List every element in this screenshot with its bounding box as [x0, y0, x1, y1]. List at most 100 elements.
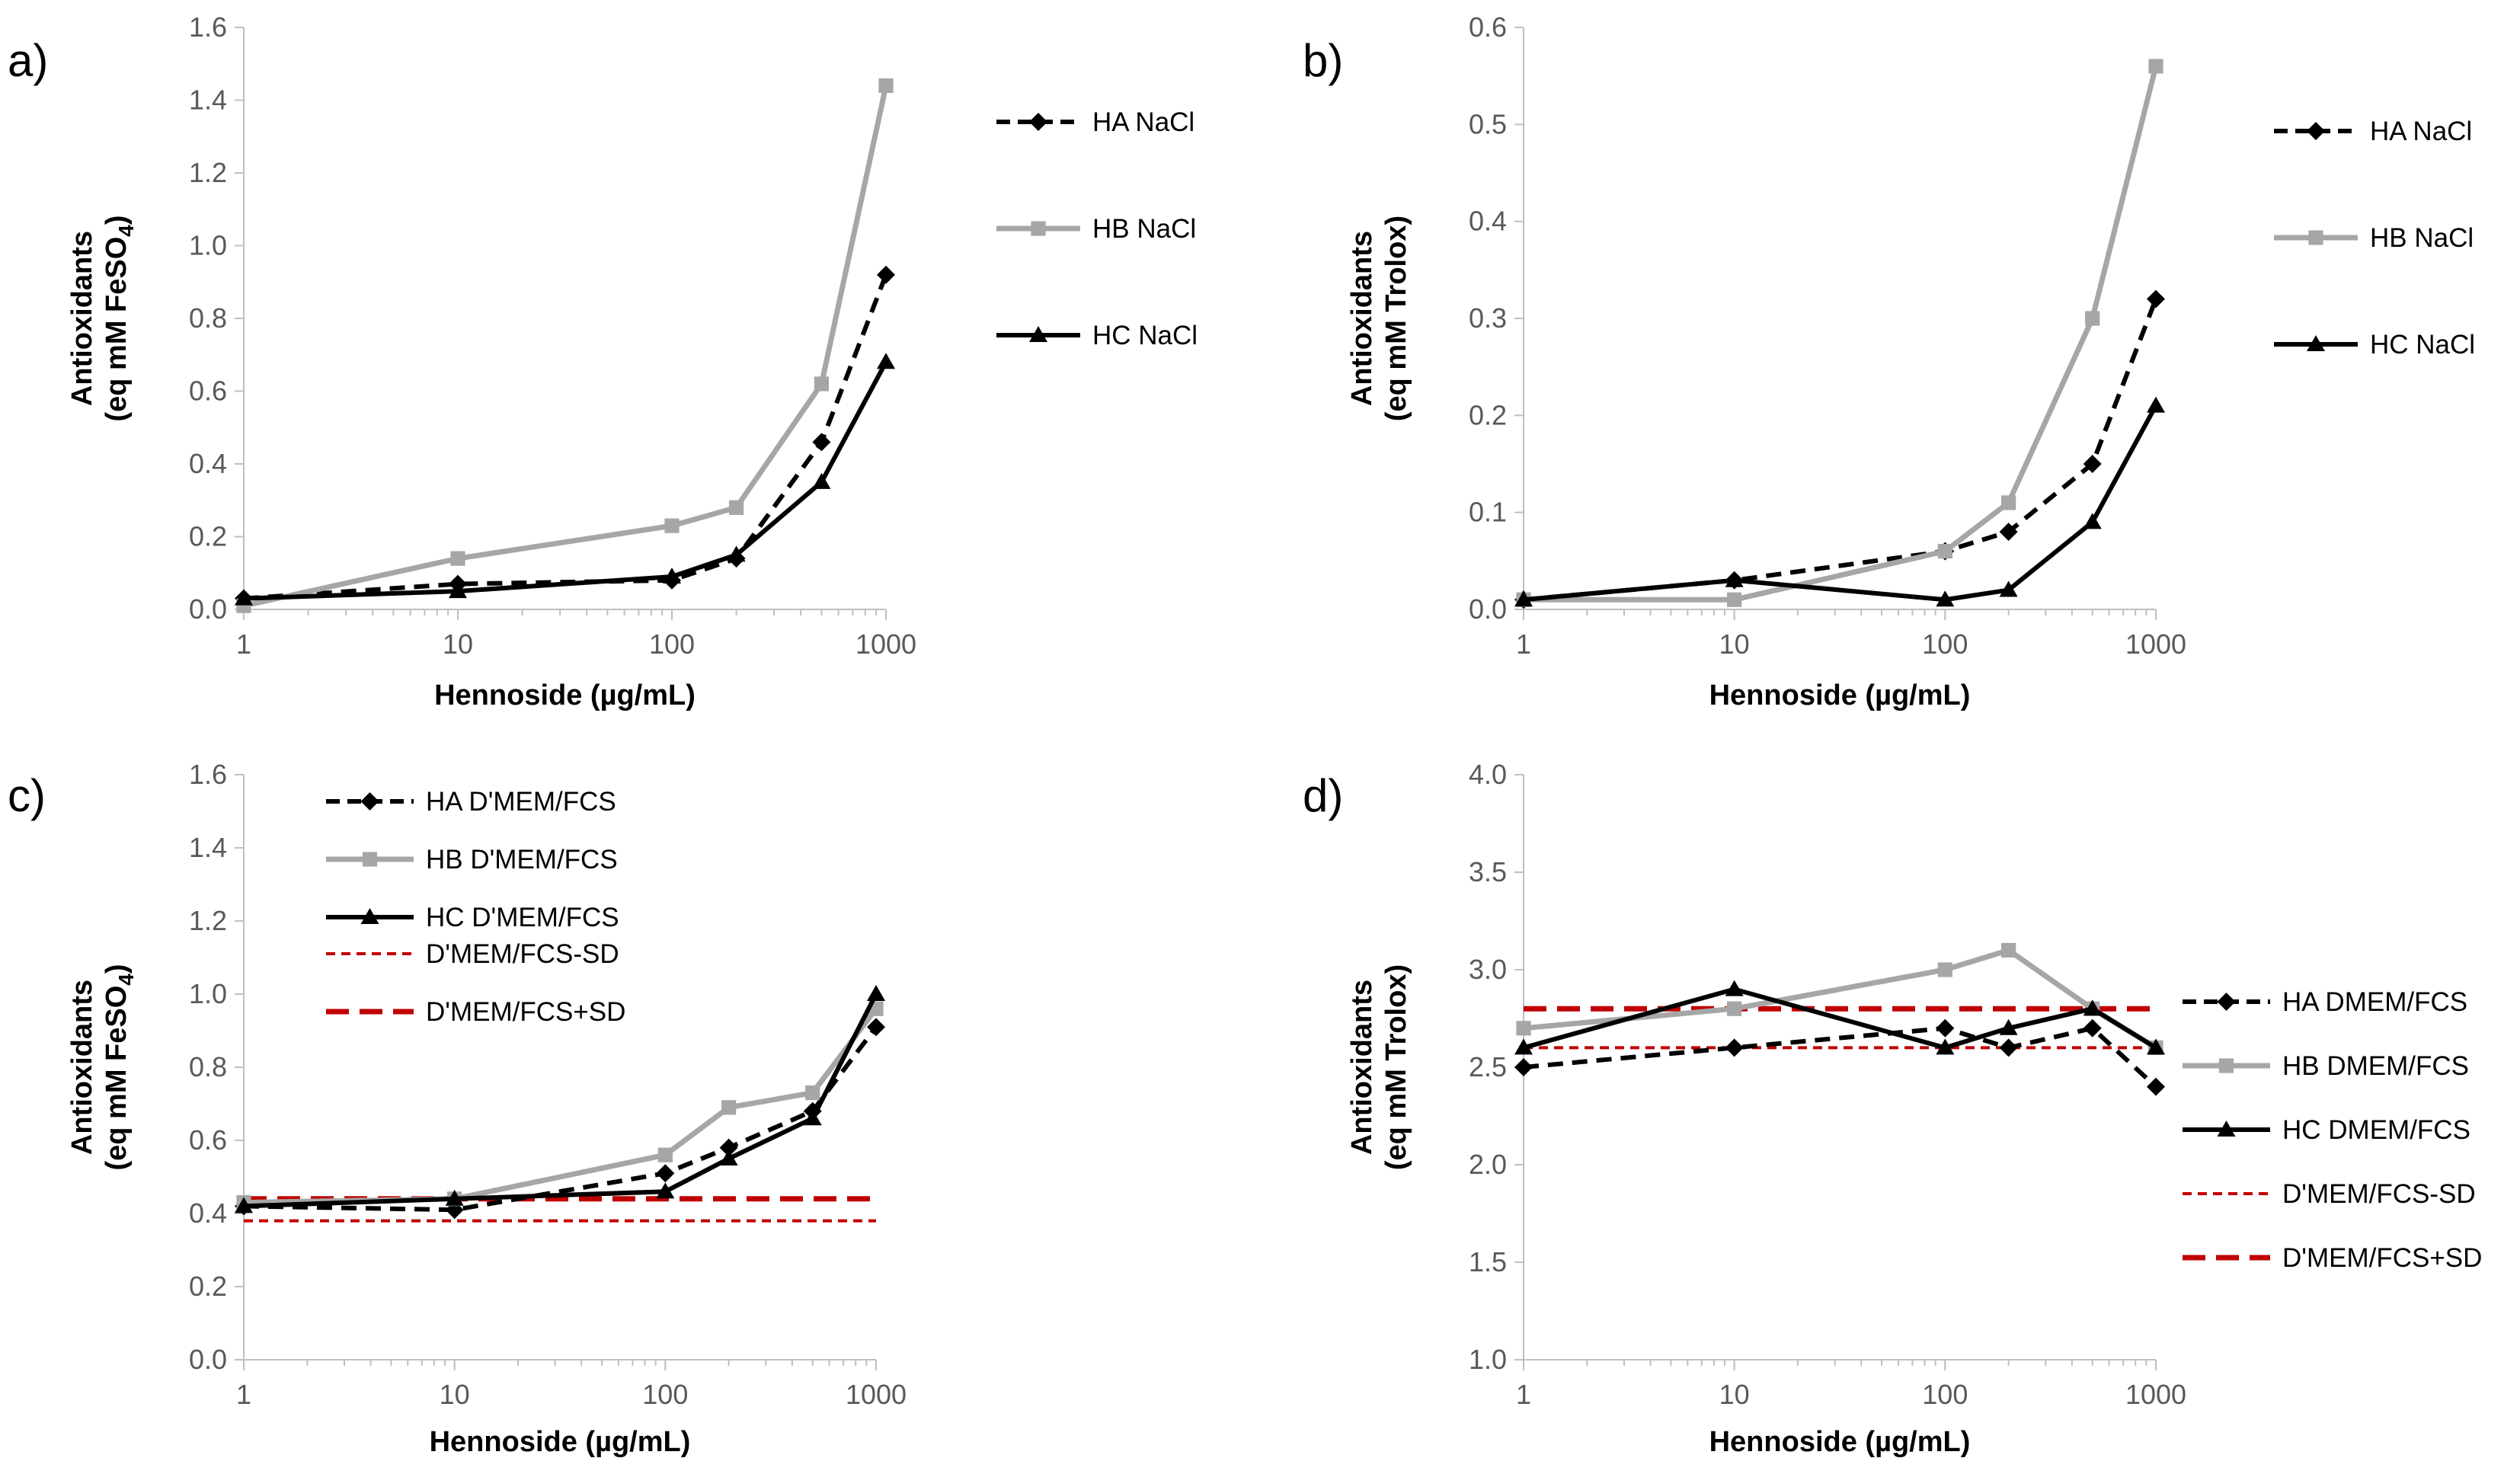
y-tick-label: 3.5 [1469, 856, 1507, 887]
legend-marker [1029, 326, 1047, 342]
data-point [867, 1018, 885, 1037]
legend-marker [1031, 221, 1046, 236]
y-axis-title-line2: (eq mM Trolox) [1380, 216, 1412, 421]
legend-marker [2218, 1058, 2234, 1073]
x-tick-label: 1 [1516, 1379, 1531, 1410]
legend-label: HC NaCl [1092, 321, 1198, 350]
data-point [445, 1189, 464, 1206]
x-tick-label: 1000 [855, 628, 916, 660]
data-point [719, 1149, 738, 1165]
data-point [656, 1164, 675, 1183]
data-point [2147, 1038, 2165, 1055]
y-tick-label: 1.0 [1469, 1344, 1507, 1375]
data-point [235, 1197, 253, 1213]
series-line-2 [243, 360, 888, 601]
data-point [878, 78, 894, 93]
series-line-0 [1523, 298, 2158, 603]
panel-a: a) 0.0 0.2 0.4 0.6 0.8 1.0 1.2 1.4 1.6 1 10 100 1000 H… [8, 11, 1198, 711]
legend-label: HA D'MEM/FCS [426, 787, 616, 817]
panel-letter: a) [8, 35, 48, 86]
x-tick-label: 10 [1719, 628, 1750, 660]
series-line-1 [1523, 947, 2157, 1050]
x-tick-label: 10 [443, 628, 473, 660]
series-line-1 [243, 85, 889, 609]
legend-label: HC DMEM/FCS [2282, 1115, 2470, 1145]
x-tick-label: 100 [649, 628, 695, 660]
data-point [2147, 396, 2165, 413]
series-line-0 [1523, 1025, 2158, 1089]
panel-c: c) 0.0 0.2 0.4 0.6 0.8 1.0 1.2 1.4 1.6 1 10 100 1000 H… [8, 759, 907, 1458]
data-point [1725, 571, 1744, 587]
y-tick-label: 2.5 [1469, 1051, 1507, 1082]
data-point [1936, 1018, 1955, 1038]
y-tick-label: 0.2 [189, 521, 227, 552]
x-tick-label: 1 [236, 1379, 251, 1410]
y-tick-label: 0.4 [189, 448, 227, 479]
legend-marker [360, 908, 379, 924]
data-point [449, 582, 467, 599]
data-point [1936, 1038, 1955, 1055]
y-tick-label: 1.5 [1469, 1246, 1507, 1277]
series-line-1 [243, 1007, 878, 1206]
data-point [2001, 495, 2016, 510]
y-axis-title-line1: Antioxidants [1346, 980, 1378, 1155]
x-tick-label: 1000 [846, 1379, 907, 1410]
y-axis-title-line2: (eq mM Trolox) [1380, 964, 1412, 1170]
data-point [1999, 1038, 2018, 1057]
data-point [728, 500, 744, 515]
legend-label: HA NaCl [1092, 107, 1194, 137]
x-axis-title: Hennoside (µg/mL) [1709, 1426, 1971, 1458]
series-line-2 [243, 993, 878, 1209]
legend-label: HB NaCl [1092, 214, 1196, 244]
legend-label: HB DMEM/FCS [2282, 1051, 2469, 1081]
y-tick-label: 1.4 [189, 85, 227, 116]
legend-label: HA NaCl [2370, 117, 2472, 146]
legend-marker [360, 792, 379, 811]
y-tick-label: 0.6 [189, 1124, 227, 1156]
data-point [727, 545, 746, 562]
y-tick-label: 1.4 [189, 832, 227, 863]
data-point [2083, 1018, 2102, 1038]
data-point [1999, 523, 2018, 542]
legend-label: D'MEM/FCS+SD [426, 997, 625, 1027]
legend-label: D'MEM/FCS-SD [2282, 1179, 2476, 1209]
y-tick-label: 0.1 [1469, 497, 1507, 528]
series-line-1 [1524, 66, 2159, 603]
data-point [1516, 1021, 1531, 1036]
series-line-0 [243, 1025, 878, 1213]
y-tick-label: 3.0 [1469, 954, 1507, 985]
data-point [2083, 513, 2102, 529]
x-axis-title: Hennoside (µg/mL) [1709, 679, 1971, 711]
data-point [805, 1086, 820, 1101]
legend-marker [2217, 1121, 2236, 1137]
data-point [867, 985, 885, 1001]
x-tick-label: 100 [642, 1379, 688, 1410]
y-tick-label: 1.0 [189, 230, 227, 261]
y-tick-label: 0.2 [1469, 399, 1507, 430]
y-axis-title-line1: Antioxidants [1346, 231, 1378, 406]
y-tick-label: 0.4 [189, 1197, 227, 1229]
data-point [812, 472, 831, 489]
x-tick-label: 1000 [2125, 628, 2186, 660]
data-point [721, 1100, 737, 1115]
y-tick-label: 0.8 [189, 1051, 227, 1082]
y-tick-label: 0.8 [189, 302, 227, 334]
y-axis-title-line1: Antioxidants [66, 980, 98, 1155]
data-point [2147, 289, 2165, 309]
x-tick-label: 10 [1719, 1379, 1750, 1410]
legend-label: HC NaCl [2370, 330, 2475, 360]
legend-marker [2308, 230, 2323, 245]
y-tick-label: 0.6 [189, 376, 227, 407]
data-point [235, 589, 253, 606]
x-tick-label: 10 [440, 1379, 470, 1410]
data-point [1727, 592, 1742, 607]
data-point [2148, 59, 2163, 74]
data-point [814, 376, 830, 392]
legend-marker [2307, 335, 2325, 351]
data-point [2083, 999, 2102, 1016]
y-tick-label: 1.2 [189, 905, 227, 936]
y-tick-label: 1.0 [189, 978, 227, 1009]
legend-label: HB D'MEM/FCS [426, 845, 618, 874]
series-line-0 [243, 273, 888, 601]
